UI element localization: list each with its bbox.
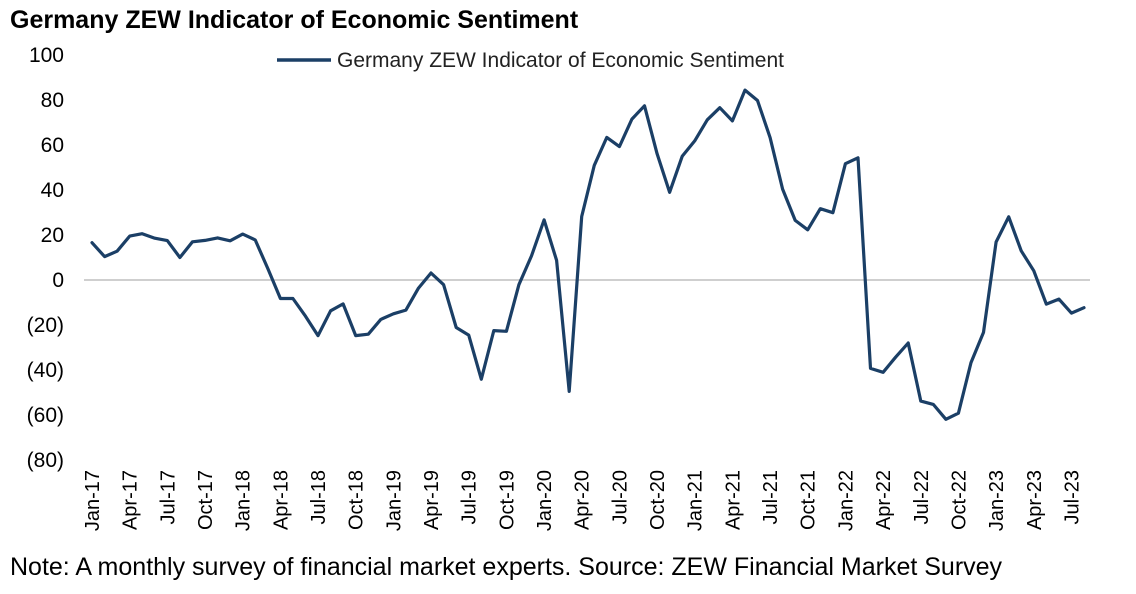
y-axis-ticks: 100 80 60 40 20 0 (20) (40) (60) (80) (27, 44, 64, 472)
x-tick-label: Apr-22 (873, 470, 895, 530)
y-tick-label: 0 (52, 269, 64, 292)
y-tick-label: (80) (27, 449, 64, 472)
y-tick-label: 40 (41, 179, 64, 202)
x-tick-label: Jan-21 (685, 470, 707, 531)
y-tick-label: (60) (27, 404, 64, 427)
x-tick-label: Jul-18 (308, 470, 330, 524)
x-tick-label: Oct-20 (647, 470, 669, 530)
x-tick-label: Jan-20 (534, 470, 556, 531)
x-tick-label: Jan-23 (986, 470, 1008, 531)
y-tick-label: 80 (41, 89, 64, 112)
x-tick-label: Jul-23 (1061, 470, 1083, 524)
y-tick-label: 100 (29, 44, 64, 67)
y-tick-label: 60 (41, 134, 64, 157)
x-tick-label: Jul-22 (911, 470, 933, 524)
series-line (90, 88, 1086, 421)
chart-note: Note: A monthly survey of financial mark… (10, 553, 1003, 581)
x-tick-label: Jan-19 (383, 470, 405, 531)
chart-title: Germany ZEW Indicator of Economic Sentim… (10, 6, 579, 34)
x-tick-label: Apr-17 (120, 470, 142, 530)
x-tick-label: Oct-22 (948, 470, 970, 530)
x-tick-label: Jul-17 (157, 470, 179, 524)
x-tick-label: Apr-21 (722, 470, 744, 530)
x-tick-label: Jan-18 (233, 470, 255, 531)
x-tick-label: Jul-21 (760, 470, 782, 524)
x-tick-label: Apr-20 (572, 470, 594, 530)
x-tick-label: Jan-17 (82, 470, 104, 531)
x-tick-label: Apr-19 (421, 470, 443, 530)
x-tick-label: Apr-23 (1024, 470, 1046, 530)
x-tick-label: Oct-17 (195, 470, 217, 530)
x-tick-label: Oct-18 (346, 470, 368, 530)
y-tick-label: (40) (27, 359, 64, 382)
x-axis-ticks: Jan-17 Apr-17 Jul-17 Oct-17 Jan-18 Apr-18 Jul-… (82, 470, 1083, 531)
legend-label: Germany ZEW Indicator of Economic Sentim… (337, 49, 784, 72)
x-tick-label: Jul-20 (609, 470, 631, 524)
x-tick-label: Oct-19 (496, 470, 518, 530)
x-tick-label: Jan-22 (835, 470, 857, 531)
x-tick-label: Apr-18 (270, 470, 292, 530)
legend: Germany ZEW Indicator of Economic Sentim… (277, 49, 784, 72)
x-tick-label: Oct-21 (798, 470, 820, 530)
x-tick-label: Jul-19 (459, 470, 481, 524)
y-tick-label: (20) (27, 314, 64, 337)
y-tick-label: 20 (41, 224, 64, 247)
